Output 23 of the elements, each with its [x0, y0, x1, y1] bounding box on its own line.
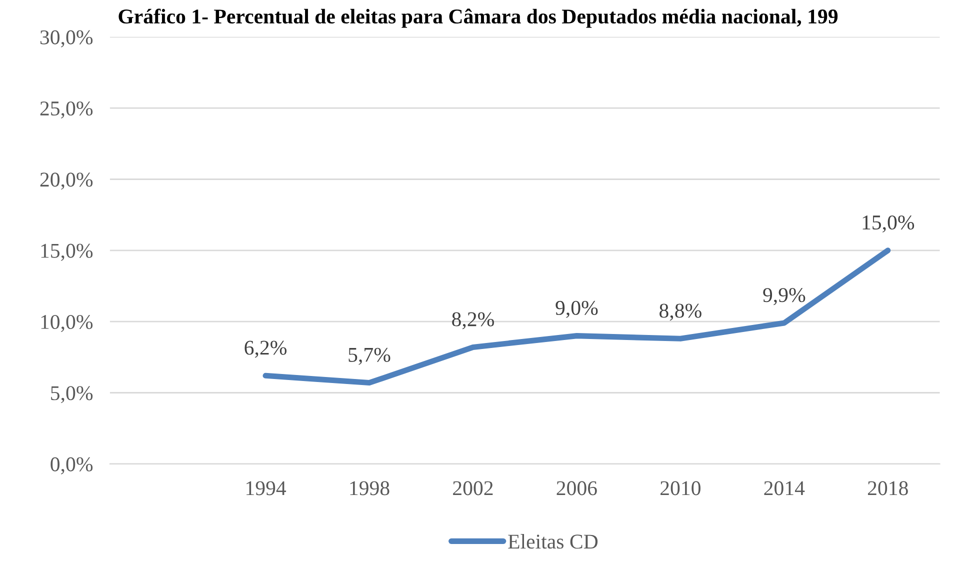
x-tick-label: 2002	[453, 481, 493, 496]
data-label: 5,7%	[348, 348, 390, 365]
x-tick-label: 2010	[660, 481, 700, 496]
data-label: 15,0%	[862, 215, 914, 233]
data-label: 6,2%	[244, 340, 287, 358]
data-label: 8,2%	[452, 312, 494, 330]
x-tick-label: 1994	[246, 481, 286, 496]
y-tick-label: 10,0%	[41, 314, 93, 332]
data-label: 8,8%	[660, 304, 702, 321]
x-tick-label: 2014	[764, 481, 805, 496]
data-label: 9,0%	[556, 300, 598, 318]
y-tick-label: 15,0%	[41, 244, 93, 261]
x-tick-label: 2006	[556, 481, 597, 496]
chart-title: Gráfico 1- Percentual de eleitas para Câmara dos Deputados média nacional, 199	[118, 8, 838, 28]
y-tick-label: 5,0%	[51, 386, 93, 404]
x-tick-label: 1998	[350, 481, 390, 496]
legend-label: Eleitas CD	[508, 534, 598, 549]
x-tick-label: 2018	[868, 481, 908, 496]
y-tick-label: 0,0%	[50, 457, 93, 474]
y-tick-label: 20,0%	[40, 172, 93, 190]
data-label: 9,9%	[763, 288, 806, 306]
y-tick-label: 25,0%	[40, 101, 93, 119]
y-tick-label: 30,0%	[40, 30, 93, 48]
